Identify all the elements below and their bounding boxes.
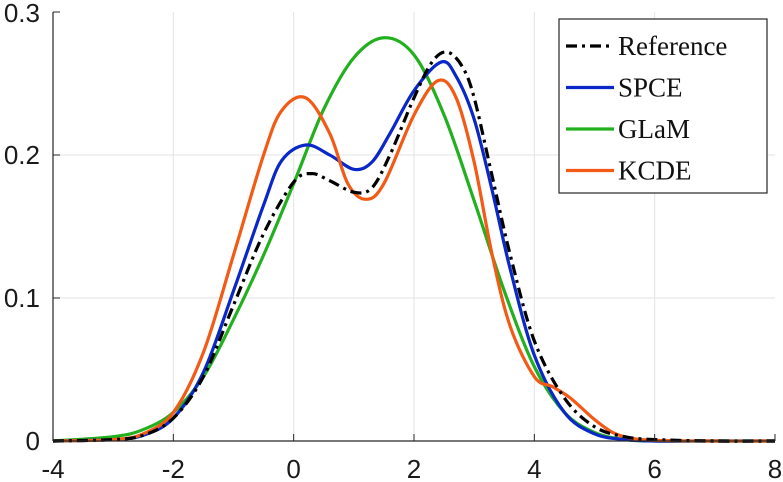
legend-label-glam: GLaM	[618, 114, 690, 144]
axes	[52, 11, 776, 442]
legend: Reference SPCE GLaM KCDE	[558, 18, 768, 194]
x-tick-label: -4	[41, 454, 64, 482]
y-tick-label: 0.3	[4, 0, 40, 28]
legend-label-spce: SPCE	[618, 73, 683, 103]
legend-box	[558, 18, 768, 194]
series-line-kcde	[52, 78, 776, 443]
x-tick-label: -2	[162, 454, 185, 482]
y-tick-label: 0.1	[4, 283, 40, 313]
x-tick-label: 4	[527, 454, 541, 482]
series-lines	[52, 36, 776, 443]
y-tick-label: 0	[26, 426, 40, 456]
x-tick-label: 2	[407, 454, 421, 482]
legend-label-kcde: KCDE	[618, 156, 692, 186]
legend-label-reference: Reference	[618, 31, 727, 61]
x-tick-label: 0	[286, 454, 300, 482]
series-line-reference	[52, 50, 776, 443]
tick-labels: -4 -2 0 2 4 6 8 0 0.1 0.2 0.3	[4, 0, 782, 482]
series-line-spce	[52, 60, 775, 443]
x-tick-label: 8	[768, 454, 782, 482]
x-tick-label: 6	[647, 454, 661, 482]
y-tick-label: 0.2	[4, 140, 40, 170]
